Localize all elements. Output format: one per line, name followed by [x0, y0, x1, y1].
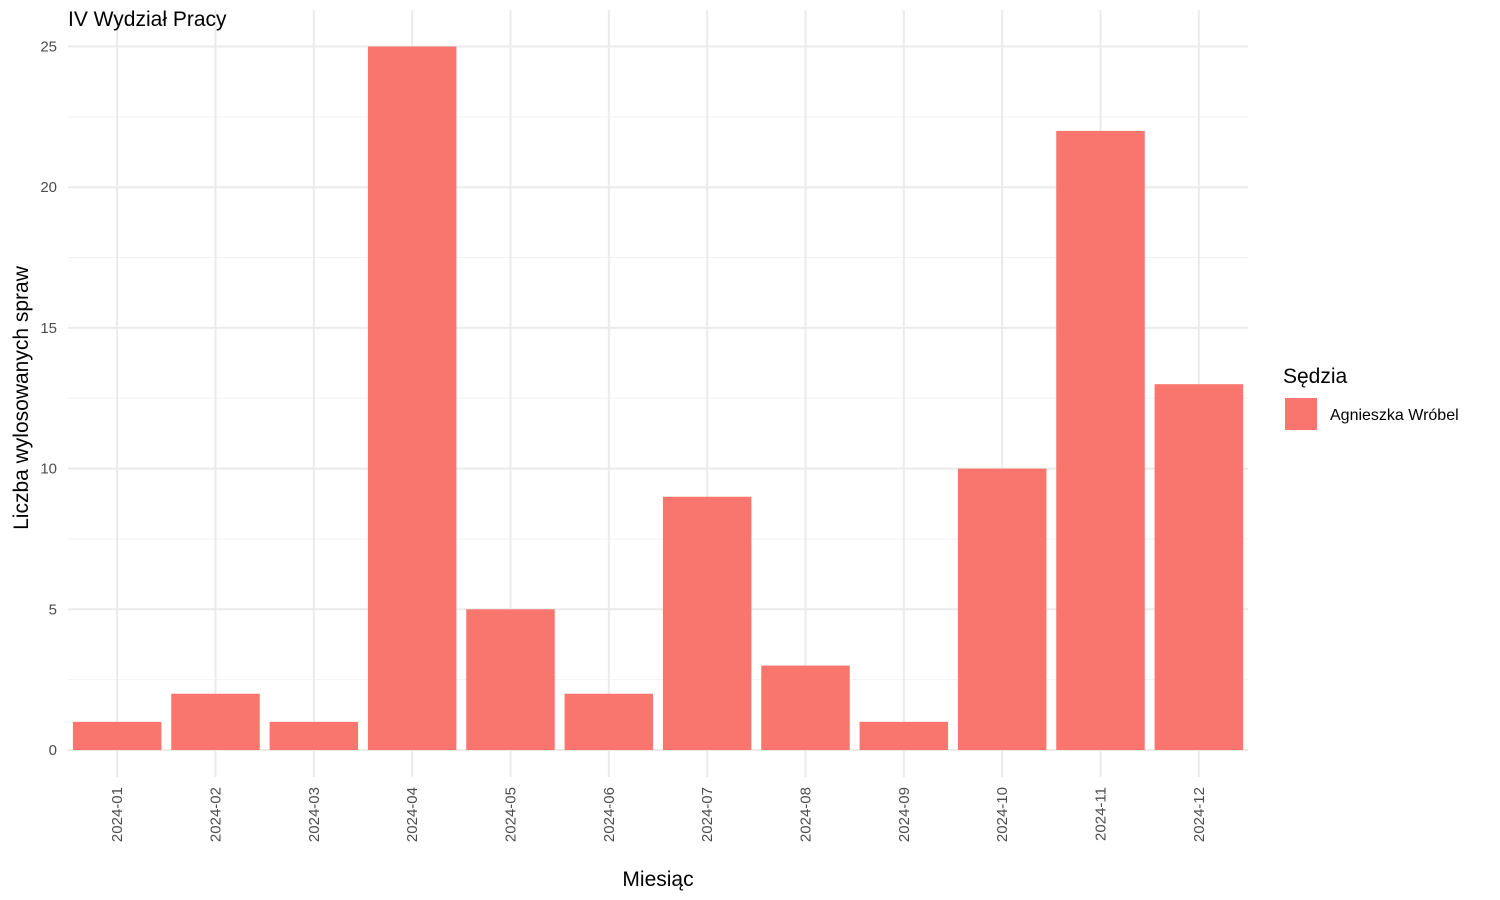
bar	[662, 496, 752, 750]
x-tick-label: 2024-04	[404, 787, 421, 842]
y-tick-labels: 0 5 10 15 20 25	[40, 39, 57, 760]
chart-title: IV Wydział Pracy	[68, 8, 227, 31]
bar	[564, 693, 654, 750]
bars	[72, 46, 1244, 751]
x-tick-label: 2024-06	[601, 787, 618, 842]
bar	[72, 721, 162, 750]
bar	[367, 46, 457, 750]
x-tick-label: 2024-03	[306, 787, 323, 842]
x-tick-label: 2024-02	[208, 787, 225, 842]
bar	[957, 468, 1047, 750]
bar	[859, 721, 949, 750]
legend-key-swatch	[1285, 398, 1317, 430]
bar	[466, 609, 555, 750]
x-tick-label: 2024-05	[503, 787, 520, 842]
x-tick-label: 2024-01	[109, 787, 126, 842]
y-tick-label: 0	[49, 742, 57, 759]
x-tick-label: 2024-11	[1093, 787, 1110, 841]
legend: Sędzia Agnieszka Wróbel	[1283, 365, 1459, 430]
y-axis-title: Liczba wylosowanych spraw	[10, 265, 33, 530]
y-tick-label: 20	[40, 179, 57, 196]
bar	[1056, 130, 1145, 751]
x-tick-label: 2024-09	[896, 787, 913, 842]
bar	[171, 693, 260, 750]
bar	[1154, 384, 1244, 750]
x-tick-label: 2024-07	[699, 787, 716, 842]
legend-title: Sędzia	[1283, 365, 1348, 388]
y-tick-label: 15	[40, 320, 57, 337]
x-axis-title: Miesiąc	[622, 868, 693, 891]
y-tick-label: 10	[40, 461, 57, 478]
y-tick-label: 5	[49, 601, 57, 618]
bar	[761, 665, 850, 750]
x-tick-label: 2024-10	[994, 787, 1011, 842]
minor-gridlines	[68, 116, 1248, 681]
y-tick-label: 25	[40, 39, 57, 56]
bar	[269, 721, 359, 750]
legend-label: Agnieszka Wróbel	[1330, 407, 1459, 424]
x-tick-label: 2024-08	[798, 787, 815, 842]
x-tick-labels: 2024-01 2024-02 2024-03 2024-04 2024-05 2024-…	[109, 787, 1208, 842]
x-tick-label: 2024-12	[1191, 787, 1208, 842]
